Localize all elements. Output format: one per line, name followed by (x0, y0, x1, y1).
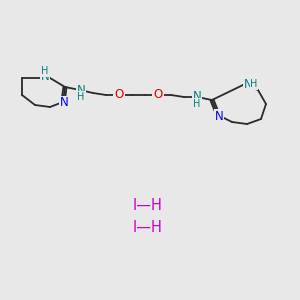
Text: H: H (77, 92, 85, 102)
Text: N: N (60, 97, 68, 110)
Text: O: O (153, 88, 163, 101)
Text: N: N (193, 91, 201, 103)
Text: I—H: I—H (133, 197, 163, 212)
Text: H: H (250, 79, 258, 89)
Text: H: H (41, 66, 49, 76)
Text: H: H (193, 99, 201, 109)
Text: I—H: I—H (133, 220, 163, 236)
Text: N: N (244, 77, 252, 91)
Text: N: N (214, 110, 224, 122)
Text: N: N (40, 70, 50, 83)
Text: O: O (114, 88, 124, 101)
Text: N: N (76, 83, 85, 97)
